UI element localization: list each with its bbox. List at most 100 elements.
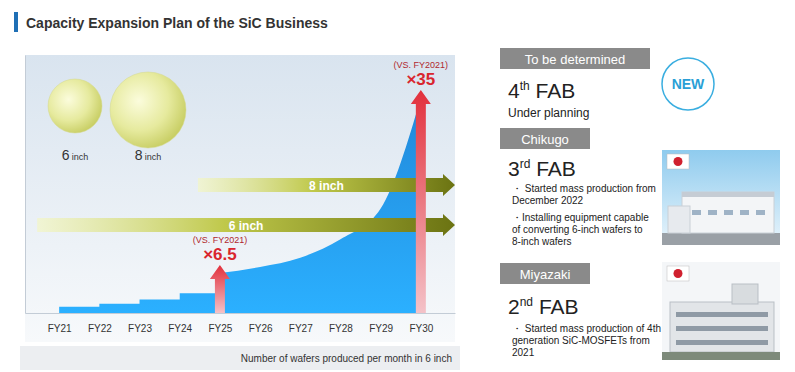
wafer-label-size: 6 (62, 147, 70, 163)
x-tick: FY24 (168, 313, 192, 334)
wafer (48, 79, 102, 133)
location-tab (500, 128, 590, 149)
x-tick: FY30 (409, 313, 433, 334)
annotation-note: (VS. FY2021) (394, 60, 449, 70)
fab-bullet-line: ・ Started mass production from (512, 183, 656, 194)
fab-name: 4th FAB (508, 79, 575, 102)
location-tab (500, 263, 590, 284)
fab-bullet-line: of converting 6-inch wafers to (512, 224, 643, 235)
x-tick-label: FY25 (208, 323, 232, 334)
x-tick: FY28 (329, 313, 353, 334)
fab-name-number: 3 (508, 157, 520, 180)
wafer-size-label: 6 inch (229, 219, 264, 233)
fab-photo (662, 262, 780, 360)
photo-window (756, 210, 765, 215)
wafer (110, 72, 186, 148)
title-bar (14, 12, 18, 32)
photo-building (670, 302, 774, 352)
fab-bullet-line: generation SiC-MOSFETs from (512, 335, 650, 346)
growth-arrow (210, 265, 230, 313)
x-tick-label: FY30 (409, 323, 433, 334)
fab-bullet-line: 8-inch wafers (512, 236, 571, 247)
fab-status: Under planning (508, 106, 589, 120)
location-label: Chikugo (521, 132, 569, 147)
wafer-label-size: 8 (135, 147, 143, 163)
area (220, 98, 421, 313)
annotation-value: ×6.5 (203, 245, 237, 264)
fab-name-rest: FAB (533, 295, 579, 318)
footnote: Number of wafers produced per month in 6… (241, 353, 452, 364)
fab-name-number: 2 (508, 295, 520, 318)
x-tick-label: FY26 (249, 323, 273, 334)
fab-name-suffix: rd (520, 157, 531, 171)
x-tick: FY27 (289, 313, 313, 334)
wafer-label-unit: inch (145, 152, 162, 162)
photo-window-row (676, 312, 768, 317)
photo-building (668, 206, 690, 233)
photo-band (682, 192, 774, 197)
photo-sky (662, 262, 780, 360)
wafer-size-label: 8 inch (309, 179, 344, 193)
x-tick: FY26 (249, 313, 273, 334)
wafer-size-arrow (37, 214, 455, 236)
photo-tower (732, 284, 758, 304)
fab-bullet-line: December 2022 (512, 195, 584, 206)
photo-window (692, 210, 701, 215)
wafer-label-unit: inch (72, 152, 89, 162)
fab-name-suffix: nd (520, 295, 533, 309)
photo-window (708, 210, 717, 215)
wafer-label: 6inch (62, 147, 88, 163)
fab-name-rest: FAB (530, 157, 576, 180)
photo-window (724, 210, 733, 215)
location-tab (500, 48, 650, 69)
x-tick-label: FY29 (369, 323, 393, 334)
photo-window-row (676, 326, 768, 331)
fab-photo (662, 150, 780, 245)
x-tick: FY23 (128, 313, 152, 334)
y-axis-line (25, 56, 26, 314)
x-axis-line (26, 313, 456, 314)
photo-window (740, 210, 749, 215)
y-axis (25, 56, 26, 314)
fab-name: 3rd FAB (508, 157, 576, 180)
infographic: Capacity Expansion Plan of the SiC Busin… (0, 0, 795, 372)
fab-name-number: 4 (508, 79, 520, 102)
wafer-label: 8inch (135, 147, 161, 163)
x-axis: FY21 FY22 FY23 FY24 FY25 FY26 FY27 FY28 FY29 FY30 (26, 313, 456, 334)
badge-label: NEW (672, 76, 705, 92)
arrow-marks (210, 90, 431, 313)
flag-sun (674, 269, 683, 278)
fab-bullet-line: ・Installing equipment capable (512, 212, 649, 223)
area (59, 273, 220, 313)
photo-sky (662, 150, 780, 245)
x-tick: FY22 (88, 313, 112, 334)
badge-circle (662, 58, 714, 110)
growth-arrow (411, 90, 431, 313)
annotation-value: ×35 (406, 70, 435, 89)
title: Capacity Expansion Plan of the SiC Busin… (26, 15, 328, 31)
annotation-note: (VS. FY2021) (193, 235, 248, 245)
page: Capacity Expansion Plan of the SiC Busin… (0, 0, 795, 372)
location-label: Miyazaki (520, 267, 571, 282)
x-tick-label: FY24 (168, 323, 192, 334)
flag (667, 266, 689, 281)
fab-bullet-line: ・ Started mass production of 4th (512, 323, 661, 334)
photo-window-row (676, 340, 768, 345)
x-tick-label: FY27 (289, 323, 313, 334)
x-tick-label: FY23 (128, 323, 152, 334)
photo-ground (662, 233, 780, 245)
photo-ground (662, 352, 780, 360)
x-tick: FY21 (48, 313, 72, 334)
footnote-bar (20, 346, 460, 370)
x-tick-label: FY22 (88, 323, 112, 334)
plot-background (25, 55, 455, 342)
fab-bullet-line: 2021 (512, 347, 535, 358)
photo-building (682, 192, 774, 233)
x-tick-label: FY28 (329, 323, 353, 334)
fab-name-suffix: th (520, 79, 530, 93)
flag-sun (674, 157, 683, 166)
plot-marks (59, 98, 421, 313)
x-tick-label: FY21 (48, 323, 72, 334)
x-tick: FY25 (208, 313, 232, 334)
flag (667, 154, 689, 169)
